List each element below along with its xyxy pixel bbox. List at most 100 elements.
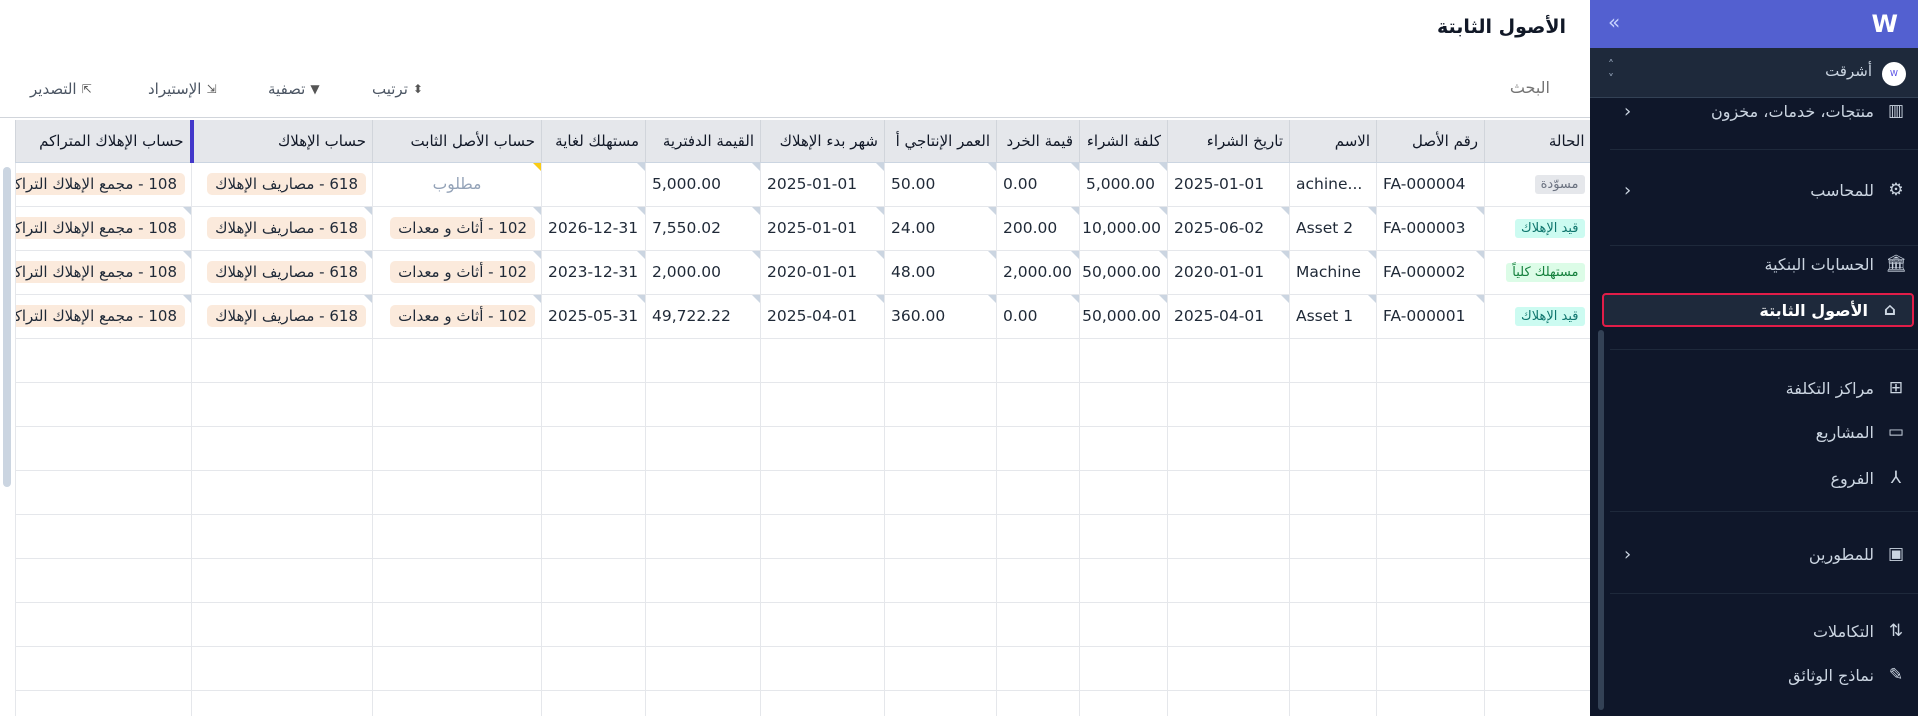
cell-id[interactable]: FA-000002 bbox=[1376, 250, 1485, 295]
sidebar-item[interactable]: ▣ للمطورين ‹ bbox=[1610, 537, 1918, 571]
empty-cell[interactable] bbox=[1079, 470, 1168, 515]
cell-status[interactable]: قيد الإهلاك bbox=[1484, 206, 1590, 251]
cell-status[interactable]: قيد الإهلاك bbox=[1484, 294, 1590, 339]
empty-cell[interactable] bbox=[15, 646, 192, 691]
cell-book[interactable]: 7,550.02 bbox=[645, 206, 761, 251]
empty-cell[interactable] bbox=[760, 690, 885, 716]
empty-cell[interactable] bbox=[1079, 514, 1168, 559]
empty-cell[interactable] bbox=[1376, 382, 1485, 427]
empty-cell[interactable] bbox=[1167, 602, 1290, 647]
empty-cell[interactable] bbox=[1167, 338, 1290, 383]
empty-cell[interactable] bbox=[1376, 338, 1485, 383]
empty-cell[interactable] bbox=[645, 602, 761, 647]
empty-cell[interactable] bbox=[1289, 646, 1377, 691]
cell-id[interactable]: FA-000004 bbox=[1376, 162, 1485, 207]
cell-name[interactable]: Machine bbox=[1289, 250, 1377, 295]
empty-cell[interactable] bbox=[372, 426, 542, 471]
empty-cell[interactable] bbox=[15, 338, 192, 383]
column-header[interactable]: شهر بدء الإهلاك bbox=[760, 120, 885, 163]
cell-salvage[interactable]: 200.00 bbox=[996, 206, 1080, 251]
cell-id[interactable]: FA-000003 bbox=[1376, 206, 1485, 251]
cell-dep_acct[interactable]: 618 - مصاريف الإهلاك bbox=[191, 250, 373, 295]
empty-cell[interactable] bbox=[1289, 338, 1377, 383]
empty-cell[interactable] bbox=[1167, 470, 1290, 515]
empty-cell[interactable] bbox=[191, 382, 373, 427]
sidebar-item[interactable]: ▥ منتجات، خدمات، مخزون ‹ bbox=[1610, 94, 1918, 128]
cell-life[interactable]: 48.00 bbox=[884, 250, 997, 295]
cell-until[interactable] bbox=[541, 162, 646, 207]
empty-cell[interactable] bbox=[191, 426, 373, 471]
empty-cell[interactable] bbox=[372, 690, 542, 716]
empty-cell[interactable] bbox=[1376, 602, 1485, 647]
empty-cell[interactable] bbox=[1079, 426, 1168, 471]
sidebar-item[interactable]: ⊞ مراكز التكلفة bbox=[1610, 371, 1918, 405]
cell-status[interactable]: مسوّدة bbox=[1484, 162, 1590, 207]
cell-life[interactable]: 50.00 bbox=[884, 162, 997, 207]
empty-cell[interactable] bbox=[191, 338, 373, 383]
empty-cell[interactable] bbox=[191, 602, 373, 647]
table-row[interactable]: مستهلك كلياً FA-000002 Machine 2020-01-01 50… bbox=[15, 250, 1590, 295]
empty-cell[interactable] bbox=[1079, 646, 1168, 691]
sidebar-item[interactable]: ✎ نماذج الوثائق bbox=[1610, 658, 1918, 692]
sidebar-item[interactable]: ⌂ الأصول الثابتة bbox=[1602, 293, 1914, 327]
cell-purchase_date[interactable]: 2025-06-02 bbox=[1167, 206, 1290, 251]
empty-cell[interactable] bbox=[996, 602, 1080, 647]
column-header[interactable]: قيمة الخرد bbox=[996, 120, 1080, 163]
empty-cell[interactable] bbox=[1484, 470, 1590, 515]
empty-cell[interactable] bbox=[884, 382, 997, 427]
empty-cell[interactable] bbox=[372, 382, 542, 427]
empty-cell[interactable] bbox=[645, 426, 761, 471]
empty-cell[interactable] bbox=[1484, 602, 1590, 647]
empty-cell[interactable] bbox=[1167, 646, 1290, 691]
empty-cell[interactable] bbox=[191, 470, 373, 515]
empty-cell[interactable] bbox=[191, 690, 373, 716]
table-row[interactable]: قيد الإهلاك FA-000001 Asset 1 2025-04-01 50,… bbox=[15, 294, 1590, 339]
empty-cell[interactable] bbox=[760, 514, 885, 559]
empty-cell[interactable] bbox=[884, 558, 997, 603]
empty-cell[interactable] bbox=[15, 690, 192, 716]
empty-cell[interactable] bbox=[372, 514, 542, 559]
empty-cell[interactable] bbox=[884, 646, 997, 691]
empty-cell[interactable] bbox=[760, 382, 885, 427]
empty-cell[interactable] bbox=[1079, 690, 1168, 716]
cell-purchase_date[interactable]: 2025-04-01 bbox=[1167, 294, 1290, 339]
empty-cell[interactable] bbox=[541, 558, 646, 603]
column-header[interactable]: كلفة الشراء bbox=[1079, 120, 1168, 163]
filter-button[interactable]: ▼ تصفية bbox=[268, 80, 320, 98]
cell-dep_acct[interactable]: 618 - مصاريف الإهلاك bbox=[191, 294, 373, 339]
empty-cell[interactable] bbox=[1484, 426, 1590, 471]
empty-cell[interactable] bbox=[1484, 514, 1590, 559]
empty-cell[interactable] bbox=[372, 338, 542, 383]
cell-book[interactable]: 5,000.00 bbox=[645, 162, 761, 207]
cell-salvage[interactable]: 2,000.00 bbox=[996, 250, 1080, 295]
empty-cell[interactable] bbox=[1289, 470, 1377, 515]
empty-cell[interactable] bbox=[1484, 382, 1590, 427]
cell-cost[interactable]: 5,000.00 bbox=[1079, 162, 1168, 207]
empty-cell[interactable] bbox=[1289, 602, 1377, 647]
empty-cell[interactable] bbox=[1376, 470, 1485, 515]
empty-cell[interactable] bbox=[1289, 426, 1377, 471]
cell-asset_acct[interactable]: 102 - أثاث و معدات bbox=[372, 294, 542, 339]
sidebar-item[interactable]: ▭ المشاريع bbox=[1610, 415, 1918, 449]
empty-cell[interactable] bbox=[760, 558, 885, 603]
cell-until[interactable]: 2026-12-31 bbox=[541, 206, 646, 251]
empty-cell[interactable] bbox=[884, 338, 997, 383]
cell-salvage[interactable]: 0.00 bbox=[996, 162, 1080, 207]
export-button[interactable]: ⇱ التصدير bbox=[30, 80, 92, 98]
column-header[interactable]: رقم الأصل bbox=[1376, 120, 1485, 163]
table-row[interactable]: قيد الإهلاك FA-000003 Asset 2 2025-06-02 10,… bbox=[15, 206, 1590, 251]
empty-cell[interactable] bbox=[1079, 382, 1168, 427]
empty-cell[interactable] bbox=[1167, 426, 1290, 471]
horizontal-scrollbar[interactable] bbox=[3, 167, 11, 487]
empty-cell[interactable] bbox=[541, 470, 646, 515]
search-input[interactable] bbox=[1350, 78, 1550, 97]
cell-name[interactable]: ...achine bbox=[1289, 162, 1377, 207]
empty-cell[interactable] bbox=[15, 602, 192, 647]
empty-cell[interactable] bbox=[1289, 514, 1377, 559]
empty-cell[interactable] bbox=[996, 382, 1080, 427]
cell-asset_acct[interactable]: مطلوب bbox=[372, 162, 542, 207]
import-button[interactable]: ⇲ الإستيراد bbox=[148, 80, 217, 98]
cell-start[interactable]: 2025-01-01 bbox=[760, 206, 885, 251]
empty-cell[interactable] bbox=[372, 602, 542, 647]
empty-cell[interactable] bbox=[884, 470, 997, 515]
